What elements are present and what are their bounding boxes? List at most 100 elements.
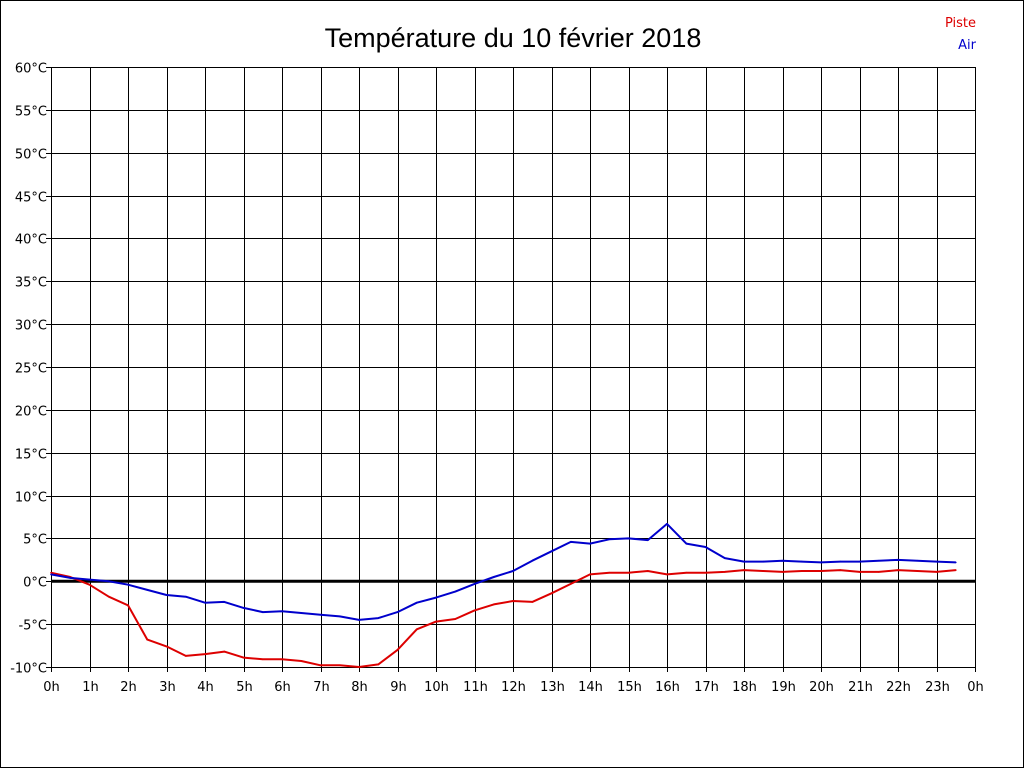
- y-tick-label: 50°C: [15, 148, 47, 163]
- x-tick-label: 4h: [197, 680, 214, 695]
- data-point: [454, 590, 457, 593]
- x-tick-label: 12h: [501, 680, 526, 695]
- data-point: [935, 560, 938, 563]
- data-point: [743, 560, 745, 563]
- y-tick-label: 0°C: [23, 576, 47, 591]
- y-tick-label: 45°C: [15, 191, 47, 206]
- data-point: [50, 571, 52, 574]
- data-point: [627, 571, 630, 574]
- x-tick-label: 0h: [967, 680, 984, 695]
- data-point: [300, 612, 303, 614]
- x-tick-label: 6h: [274, 680, 291, 695]
- data-point: [801, 570, 803, 572]
- chart-title: Température du 10 février 2018: [325, 23, 702, 53]
- x-tick-label: 16h: [655, 680, 680, 695]
- data-point: [223, 601, 226, 603]
- data-point: [358, 619, 360, 621]
- x-tick-label: 8h: [351, 680, 368, 695]
- data-point: [377, 663, 380, 666]
- data-point: [627, 537, 630, 540]
- y-tick-label: -10°C: [10, 662, 47, 677]
- data-point: [589, 573, 591, 576]
- data-point: [685, 571, 688, 574]
- data-point: [820, 570, 822, 572]
- data-point: [647, 570, 649, 572]
- data-point: [955, 569, 957, 571]
- data-point: [88, 583, 91, 586]
- series-line-piste: [50, 569, 956, 668]
- data-point: [916, 559, 919, 562]
- data-point: [801, 560, 803, 563]
- legend: Piste Air: [945, 16, 977, 53]
- x-tick-label: 5h: [236, 680, 253, 695]
- data-point: [473, 583, 476, 585]
- data-point: [916, 570, 919, 572]
- data-point: [319, 664, 322, 667]
- x-tick-label: 3h: [159, 680, 176, 695]
- data-point: [223, 650, 226, 653]
- data-point: [781, 571, 784, 573]
- y-tick-label: 40°C: [15, 233, 47, 248]
- data-point: [820, 561, 822, 564]
- data-point: [242, 607, 245, 609]
- x-tick-label: 2h: [120, 680, 137, 695]
- data-point: [185, 595, 187, 598]
- legend-entry-piste: Piste: [945, 16, 976, 31]
- x-tick-label: 7h: [313, 680, 330, 695]
- y-tick-label: 5°C: [23, 533, 47, 548]
- data-point: [858, 560, 861, 563]
- data-point: [165, 594, 168, 596]
- data-point: [704, 546, 707, 548]
- x-tick-label: 9h: [390, 680, 407, 695]
- x-tick-label: 17h: [694, 680, 719, 695]
- data-point: [608, 571, 611, 574]
- data-point: [935, 571, 938, 573]
- data-point: [743, 569, 745, 571]
- x-tick-label: 19h: [771, 680, 796, 695]
- data-point: [666, 573, 668, 576]
- data-point: [781, 559, 784, 562]
- series-line-air: [50, 522, 956, 621]
- data-point: [435, 620, 437, 623]
- data-point: [262, 658, 264, 661]
- data-point: [281, 658, 283, 661]
- data-point: [377, 617, 380, 619]
- data-point: [416, 601, 418, 604]
- data-point: [839, 569, 842, 571]
- series-piste: [50, 569, 957, 668]
- data-point: [88, 578, 91, 581]
- data-point: [647, 539, 649, 541]
- data-point: [69, 577, 72, 579]
- data-point: [127, 583, 129, 586]
- data-point: [242, 656, 245, 659]
- data-point: [608, 538, 611, 541]
- data-point: [300, 660, 303, 662]
- data-point: [319, 613, 322, 616]
- data-point: [339, 664, 341, 667]
- data-point: [897, 569, 899, 571]
- grid: [51, 67, 976, 668]
- data-point: [146, 638, 149, 641]
- data-point: [262, 611, 264, 613]
- data-point: [550, 592, 553, 595]
- data-point: [339, 615, 341, 618]
- data-point: [493, 576, 495, 578]
- x-tick-label: 14h: [578, 680, 603, 695]
- data-point: [878, 571, 880, 573]
- data-point: [454, 618, 457, 620]
- data-point: [724, 571, 726, 573]
- data-point: [878, 559, 880, 562]
- data-point: [281, 610, 283, 613]
- plot-border: [51, 67, 976, 668]
- data-point: [396, 611, 399, 613]
- data-point: [165, 645, 168, 648]
- x-tick-label: 13h: [540, 680, 565, 695]
- series-air: [50, 522, 957, 621]
- axes: 0h 1h 2h 3h 4h 5h 6h 7h 8h 9h 10h 11h 12h 13h 14h 15h 16…: [10, 62, 984, 696]
- y-tick-label: 20°C: [15, 405, 47, 420]
- data-point: [127, 604, 129, 607]
- y-tick-label: 60°C: [15, 62, 47, 77]
- data-point: [204, 653, 206, 655]
- x-tick-label: 0h: [43, 680, 60, 695]
